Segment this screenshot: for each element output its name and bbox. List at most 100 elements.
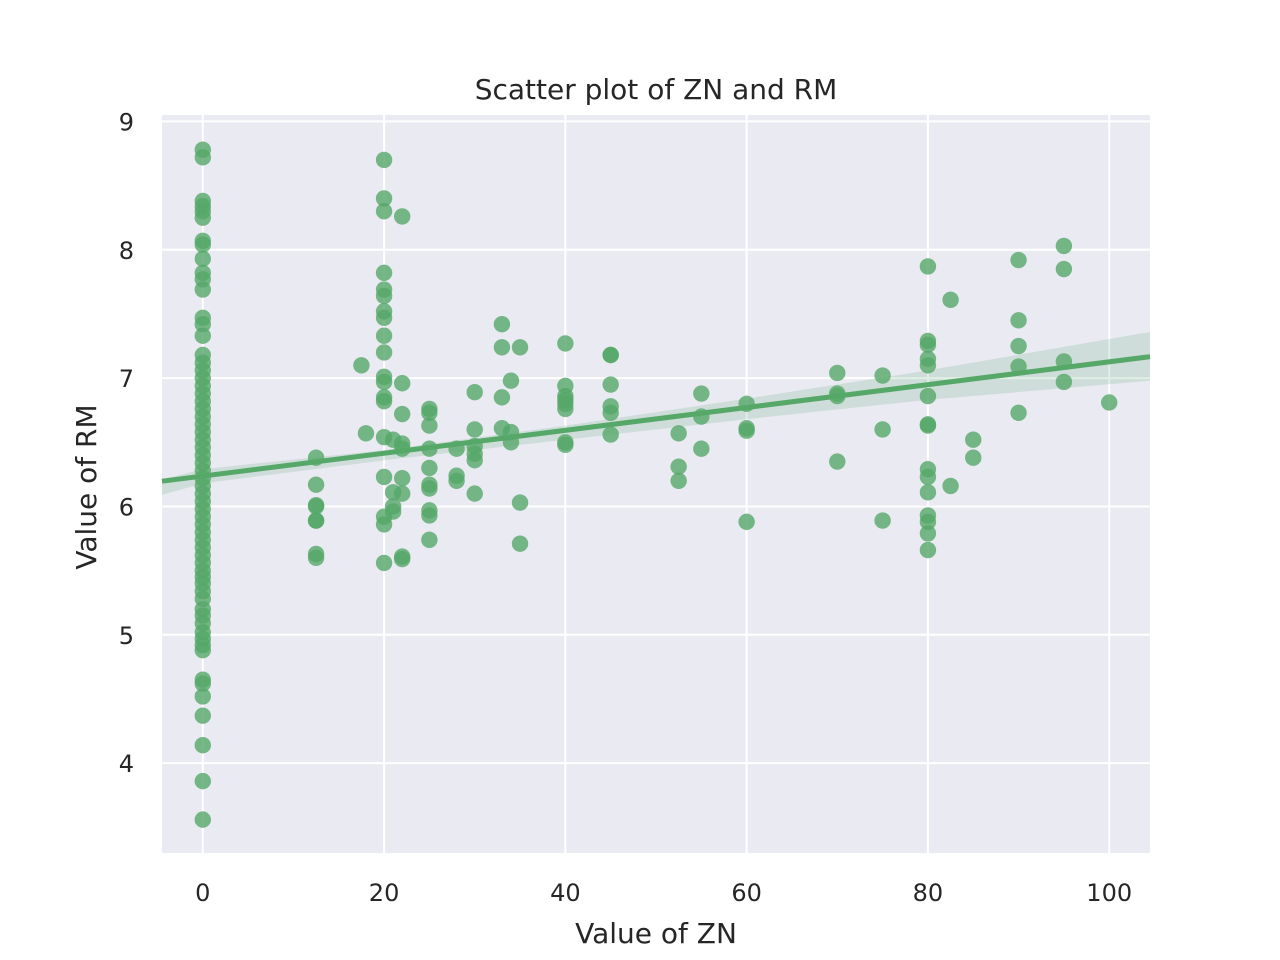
data-point — [375, 554, 393, 572]
y-tick-label: 9 — [119, 108, 134, 136]
data-point — [357, 425, 375, 442]
data-point — [602, 346, 619, 364]
data-point — [942, 477, 959, 495]
data-point — [557, 434, 574, 451]
data-point — [448, 467, 465, 484]
data-point — [919, 461, 937, 478]
data-point — [375, 264, 393, 282]
data-point — [194, 192, 211, 210]
data-point — [1101, 394, 1118, 411]
data-point — [394, 485, 411, 502]
data-point — [511, 535, 529, 552]
data-point — [874, 421, 891, 438]
data-point — [353, 357, 370, 374]
data-point — [307, 496, 325, 514]
confidence-band-layer — [162, 331, 1150, 495]
data-point — [466, 485, 483, 502]
data-point — [1010, 312, 1027, 329]
data-point — [919, 507, 937, 524]
x-axis-label: Value of ZN — [575, 917, 737, 950]
data-point — [602, 426, 619, 443]
data-point — [919, 332, 937, 350]
data-point — [421, 417, 438, 434]
data-point — [493, 339, 511, 356]
data-point — [194, 264, 211, 282]
y-tick-label: 4 — [119, 750, 134, 778]
data-point — [375, 368, 393, 386]
data-point — [1010, 251, 1027, 269]
data-point — [394, 470, 411, 487]
data-point — [670, 472, 687, 489]
data-point — [602, 376, 619, 393]
data-point — [919, 258, 937, 275]
y-tick-labels: 4 5 6 7 8 9 — [119, 108, 134, 778]
data-point — [375, 327, 393, 344]
data-point — [375, 468, 393, 486]
data-point — [493, 389, 511, 406]
data-point — [375, 389, 393, 406]
data-point — [194, 232, 211, 249]
data-point — [194, 772, 211, 790]
data-point — [738, 513, 755, 531]
data-point — [375, 190, 393, 207]
data-point — [919, 484, 937, 501]
data-point — [502, 372, 520, 389]
y-tick-label: 6 — [119, 493, 134, 521]
data-point — [394, 435, 411, 452]
x-tick-label: 60 — [731, 879, 762, 907]
data-point — [194, 688, 211, 705]
x-tick-label: 40 — [550, 879, 581, 907]
data-point — [375, 303, 393, 320]
chart-title: Scatter plot of ZN and RM — [475, 73, 838, 106]
data-point — [738, 419, 755, 437]
data-point — [919, 541, 937, 559]
x-tick-label: 80 — [913, 879, 944, 907]
data-point — [557, 335, 574, 352]
data-point — [421, 459, 438, 477]
data-point — [919, 350, 937, 368]
data-point — [194, 250, 211, 267]
data-point — [602, 398, 619, 415]
y-tick-label: 7 — [119, 365, 134, 393]
data-point — [375, 344, 393, 361]
data-point — [394, 208, 411, 225]
points-layer — [194, 141, 1118, 828]
data-point — [421, 476, 438, 493]
data-point — [693, 440, 710, 457]
data-point — [942, 291, 959, 309]
y-axis-label: Value of RM — [70, 404, 103, 569]
y-tick-label: 8 — [119, 237, 134, 265]
data-point — [829, 364, 846, 382]
data-point — [307, 545, 325, 563]
data-point — [1055, 373, 1073, 391]
data-point — [874, 512, 891, 529]
x-tick-label: 20 — [369, 879, 400, 907]
regression-layer — [161, 354, 1151, 484]
data-point — [194, 346, 211, 364]
data-point — [394, 375, 411, 392]
data-point — [1010, 337, 1027, 355]
data-point — [693, 385, 710, 402]
data-point — [557, 377, 574, 395]
data-point — [307, 476, 325, 493]
data-point — [1010, 404, 1027, 421]
x-tick-label: 100 — [1086, 879, 1132, 907]
data-point — [466, 421, 483, 438]
data-point — [394, 548, 411, 565]
data-point — [670, 425, 687, 442]
data-point — [421, 502, 438, 519]
data-point — [466, 384, 483, 401]
data-point — [919, 416, 937, 433]
data-point — [194, 671, 211, 688]
regression-line — [161, 354, 1151, 484]
data-point — [375, 151, 393, 169]
data-point — [965, 449, 982, 466]
data-point — [194, 736, 211, 754]
data-point — [511, 339, 529, 356]
data-point — [375, 281, 393, 298]
x-tick-label: 0 — [195, 879, 210, 907]
plot-background — [162, 115, 1150, 853]
x-tick-labels: 0 20 40 60 80 100 — [195, 879, 1132, 907]
data-point — [511, 494, 529, 511]
